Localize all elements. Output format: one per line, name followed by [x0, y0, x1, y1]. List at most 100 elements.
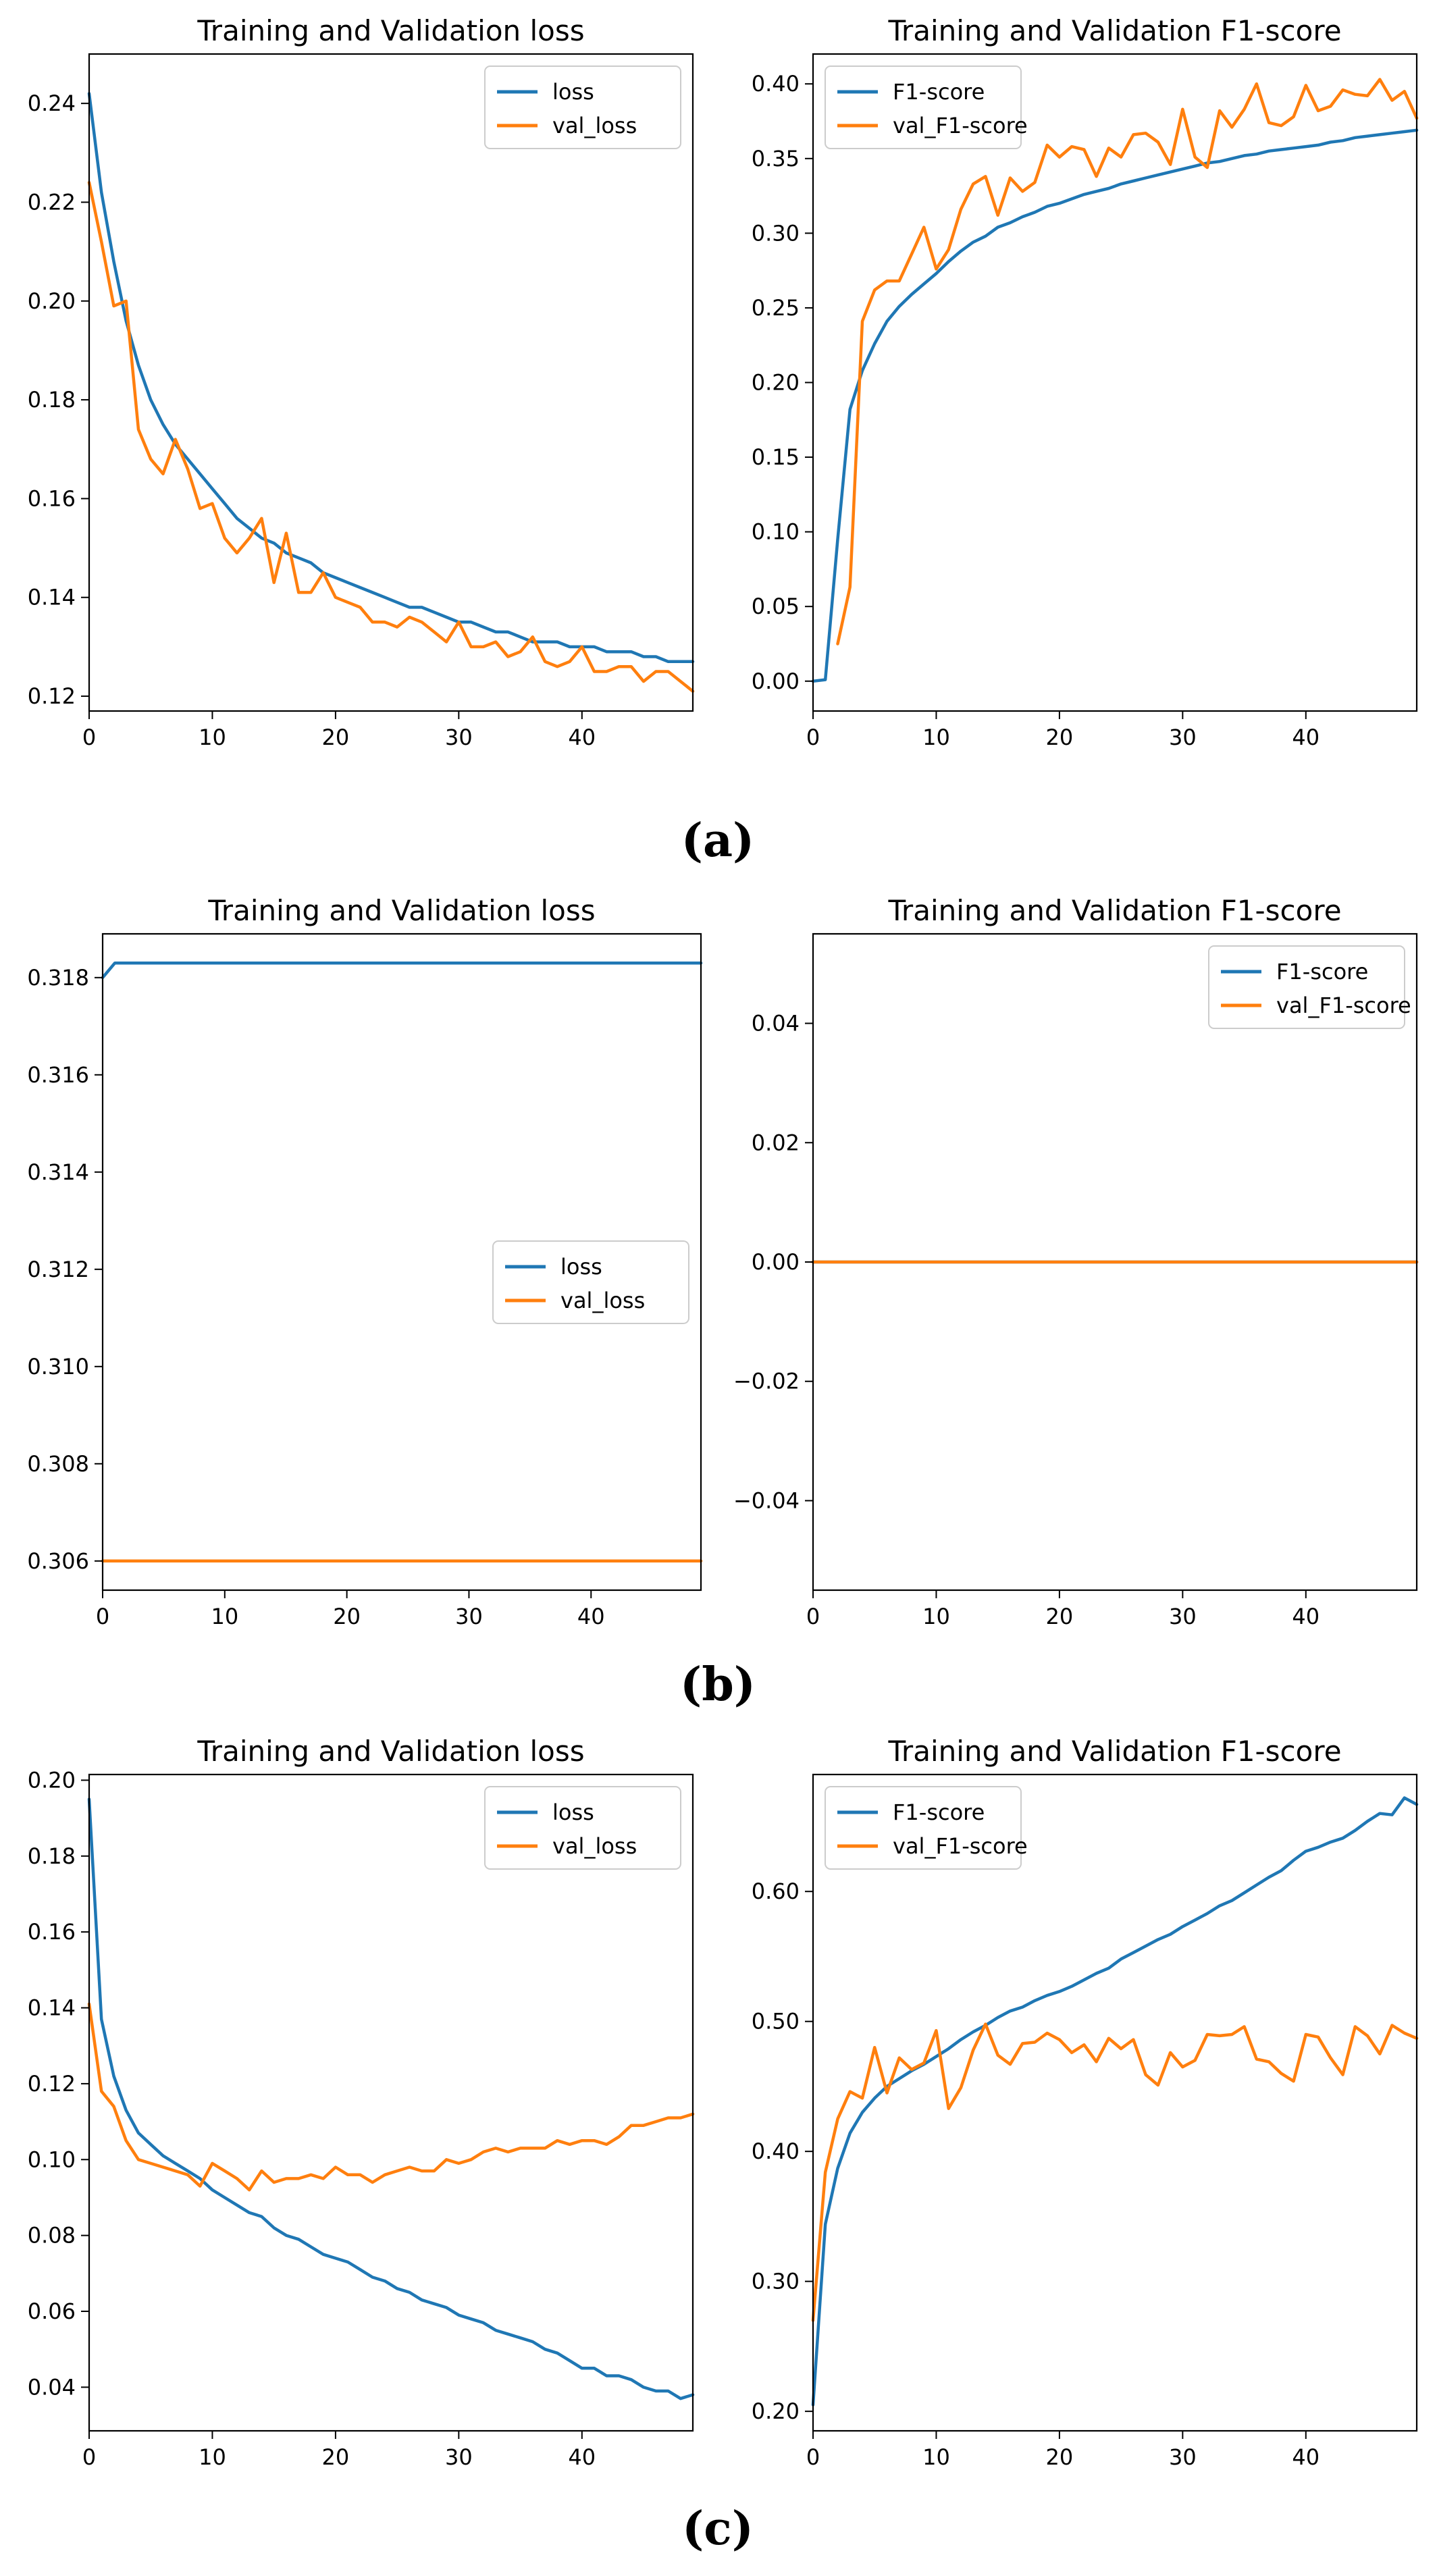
- series-line-loss: [101, 961, 703, 980]
- panel-label-c: (c): [682, 2502, 754, 2556]
- legend: loss val_loss: [492, 1240, 689, 1324]
- y-tick-label: 0.14: [28, 1995, 76, 2021]
- y-tick-label: 0.20: [752, 2398, 800, 2424]
- legend-box: [484, 65, 681, 149]
- chart-title: Training and Validation F1-score: [887, 14, 1341, 47]
- y-tick-label: 0.35: [752, 146, 800, 172]
- x-tick-label: 40: [1292, 2444, 1320, 2470]
- chart-5: Training and Validation F1-score 0 10 20 30 4…: [752, 1735, 1419, 2470]
- plot-frame: [812, 1773, 1418, 2432]
- y-tick-label: 0.40: [752, 71, 800, 97]
- y-tick-label: 0.16: [28, 485, 76, 511]
- y-tick-label: 0.00: [752, 1249, 800, 1275]
- panel-label-a: (a): [681, 814, 755, 868]
- y-tick-label: 0.22: [28, 189, 76, 215]
- x-tick-label: 0: [82, 725, 96, 750]
- y-tick-label: 0.18: [28, 1843, 76, 1869]
- y-tick-label: 0.314: [27, 1159, 89, 1185]
- series-line-f1-score: [811, 1796, 1419, 2407]
- y-tick-label: 0.312: [27, 1257, 89, 1282]
- x-tick-label: 10: [922, 725, 950, 750]
- y-tick-label: 0.14: [28, 585, 76, 610]
- x-tick-label: 40: [568, 725, 596, 750]
- y-tick-label: 0.04: [752, 1011, 800, 1036]
- y-tick-label: 0.10: [28, 2147, 76, 2172]
- x-tick-label: 0: [82, 2444, 96, 2470]
- x-tick-label: 30: [1169, 1604, 1197, 1629]
- y-tick-label: 0.306: [27, 1548, 89, 1574]
- y-tick-label: 0.25: [752, 295, 800, 321]
- y-tick-label: 0.50: [752, 2009, 800, 2034]
- y-tick-label: 0.318: [27, 965, 89, 991]
- y-tick-label: 0.24: [28, 90, 76, 116]
- chart-0: Training and Validation loss 0 10 20 30 40 0.1…: [28, 14, 695, 750]
- x-tick-label: 10: [922, 1604, 950, 1629]
- legend-label: val_F1-score: [893, 1833, 1028, 1859]
- x-tick-label: 20: [322, 2444, 350, 2470]
- chart-4: Training and Validation loss 0 10 20 30 40 0.0…: [28, 1735, 695, 2470]
- y-tick-label: 0.310: [27, 1354, 89, 1379]
- legend-label: val_loss: [552, 1833, 637, 1859]
- y-tick-label: 0.08: [28, 2223, 76, 2249]
- chart-title: Training and Validation F1-score: [887, 894, 1341, 927]
- legend-label: F1-score: [893, 79, 985, 105]
- legend-label: loss: [552, 1799, 594, 1825]
- x-tick-label: 10: [211, 1604, 238, 1629]
- chart-1: Training and Validation F1-score 0 10 20 30 4…: [752, 14, 1419, 750]
- y-tick-label: 0.20: [28, 1767, 76, 1793]
- y-tick-label: 0.04: [28, 2374, 76, 2400]
- y-tick-label: 0.02: [752, 1130, 800, 1155]
- legend-box: [825, 1786, 1022, 1870]
- legend: F1-score val_F1-score: [1208, 945, 1411, 1029]
- x-tick-label: 10: [199, 2444, 226, 2470]
- x-tick-label: 40: [1292, 725, 1320, 750]
- y-tick-label: 0.06: [28, 2298, 76, 2324]
- y-tick-label: 0.18: [28, 387, 76, 413]
- series-line-val-f1-score: [811, 2022, 1419, 2322]
- chart-title: Training and Validation loss: [197, 14, 584, 47]
- legend-label: val_loss: [560, 1288, 645, 1313]
- x-tick-label: 20: [322, 725, 350, 750]
- series-line-loss: [87, 1797, 695, 2400]
- y-tick-label: 0.10: [752, 519, 800, 545]
- series-line-val-f1-score: [836, 78, 1419, 646]
- x-tick-label: 20: [1046, 1604, 1074, 1629]
- x-tick-label: 0: [806, 1604, 820, 1629]
- panel-label-b: (b): [680, 1658, 756, 1712]
- x-tick-label: 0: [806, 725, 820, 750]
- legend: F1-score val_F1-score: [825, 1786, 1028, 1870]
- series-line-loss: [87, 92, 695, 664]
- chart-title: Training and Validation loss: [197, 1735, 584, 1768]
- x-tick-label: 0: [806, 2444, 820, 2470]
- chart-title: Training and Validation F1-score: [887, 1735, 1341, 1768]
- x-tick-label: 10: [199, 725, 226, 750]
- x-tick-label: 30: [445, 725, 473, 750]
- legend: F1-score val_F1-score: [825, 65, 1028, 149]
- y-tick-label: 0.00: [752, 668, 800, 694]
- y-tick-label: 0.40: [752, 2138, 800, 2164]
- x-tick-label: 20: [333, 1604, 361, 1629]
- legend-box: [1208, 945, 1405, 1029]
- chart-3: Training and Validation F1-score 0 10 20 30 4…: [733, 894, 1419, 1629]
- legend-label: val_loss: [552, 113, 637, 138]
- y-tick-label: −0.02: [733, 1369, 800, 1394]
- series-line-f1-score: [811, 128, 1419, 683]
- y-tick-label: 0.308: [27, 1451, 89, 1477]
- y-tick-label: −0.04: [733, 1488, 800, 1513]
- x-tick-label: 30: [1169, 725, 1197, 750]
- plot-frame: [101, 932, 702, 1592]
- chart-2: Training and Validation loss 0 10 20 30 40 0.3…: [27, 894, 703, 1629]
- legend-box: [825, 65, 1022, 149]
- x-tick-label: 40: [568, 2444, 596, 2470]
- legend-label: F1-score: [1276, 959, 1368, 984]
- legend-label: loss: [560, 1254, 602, 1280]
- legend-label: val_F1-score: [1276, 993, 1411, 1018]
- y-tick-label: 0.30: [752, 2269, 800, 2294]
- legend-label: val_F1-score: [893, 113, 1028, 138]
- y-tick-label: 0.316: [27, 1062, 89, 1088]
- x-tick-label: 20: [1046, 2444, 1074, 2470]
- x-tick-label: 20: [1046, 725, 1074, 750]
- x-tick-label: 30: [455, 1604, 483, 1629]
- plot-frame: [88, 1773, 694, 2432]
- y-tick-label: 0.15: [752, 444, 800, 470]
